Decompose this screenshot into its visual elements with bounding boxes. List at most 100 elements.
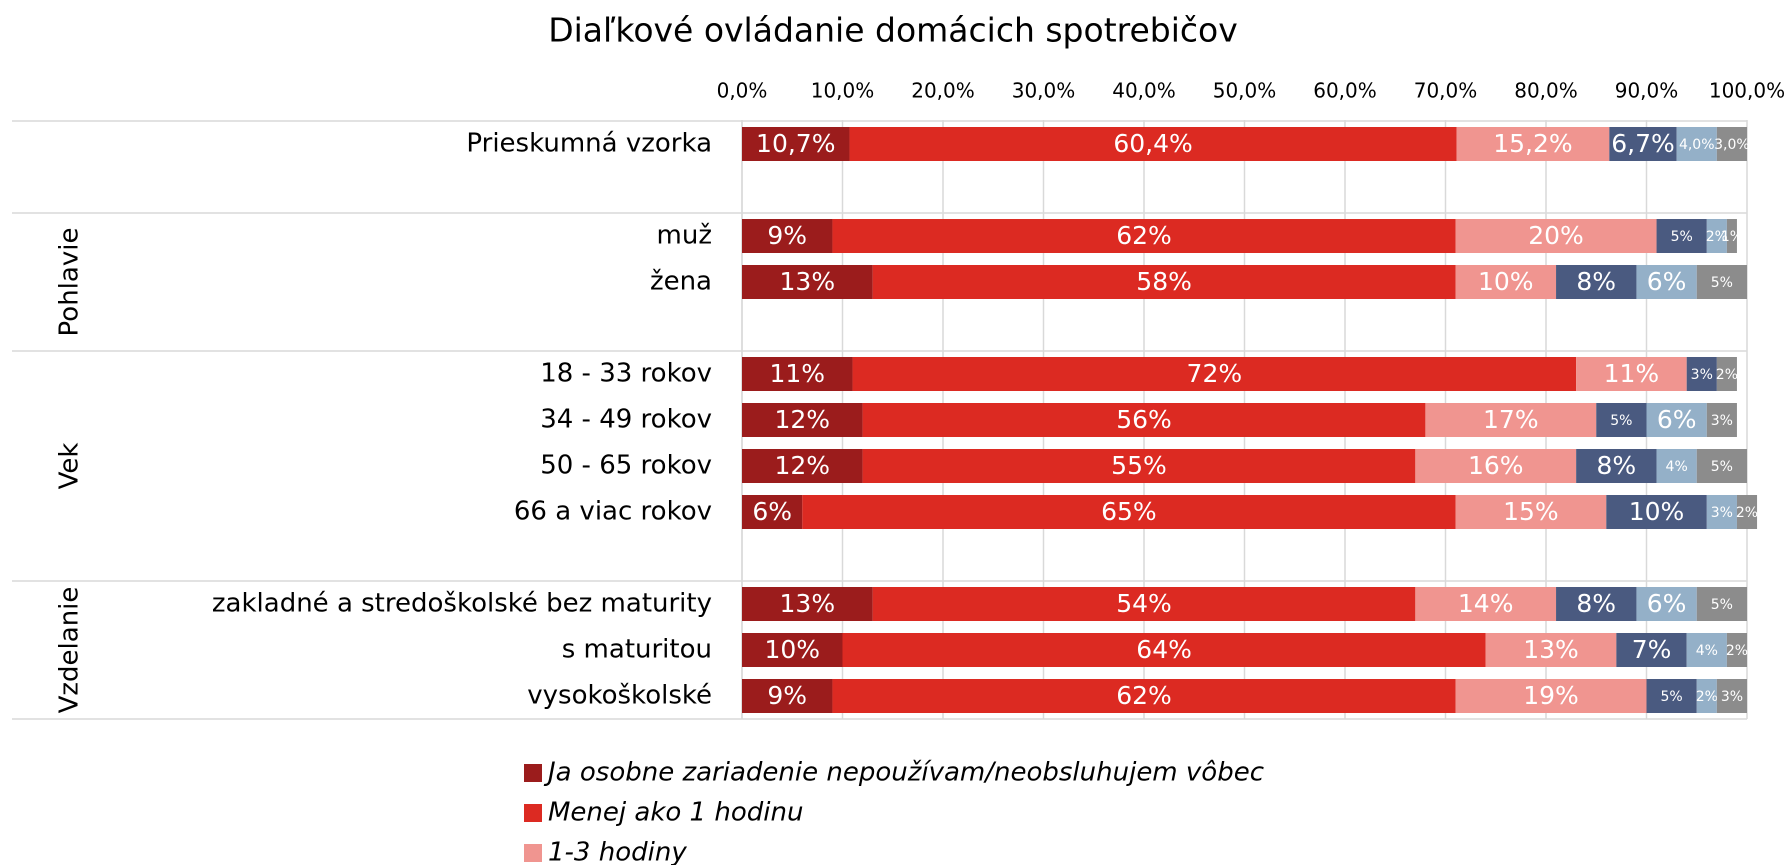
bar-segment (742, 495, 803, 529)
bar-segment (1556, 587, 1637, 621)
bar-segment (1676, 127, 1717, 161)
bar-segment (1456, 127, 1610, 161)
data-label: 2% (1716, 367, 1738, 383)
bar-segment (742, 679, 833, 713)
bar-segment (1596, 403, 1647, 437)
category-label: Prieskumná vzorka (466, 129, 712, 159)
category-label: 50 - 65 rokov (540, 451, 712, 481)
bar-segment (742, 219, 833, 253)
x-tick-label: 50,0% (1213, 79, 1277, 103)
category-label: 66 a viac rokov (514, 497, 712, 527)
data-label: 5% (1661, 689, 1683, 705)
bar-segment (742, 587, 873, 621)
data-label: 5% (1711, 459, 1733, 475)
bar-segment (862, 403, 1426, 437)
bar-segment (1609, 127, 1677, 161)
x-tick-label: 100,0% (1709, 79, 1785, 103)
data-label: 5% (1671, 229, 1693, 245)
data-label: 64% (1136, 635, 1192, 664)
data-label: 6% (1647, 267, 1687, 296)
bar-segment (1455, 219, 1657, 253)
bar-segment (742, 265, 873, 299)
data-label: 2% (1706, 229, 1728, 245)
bar-segment (842, 633, 1486, 667)
bar-segment (1696, 587, 1747, 621)
category-label: 34 - 49 rokov (540, 405, 712, 435)
data-label: 10% (1478, 267, 1534, 296)
data-label: 60,4% (1113, 129, 1192, 158)
data-label: 20% (1528, 221, 1584, 250)
data-label: 2% (1736, 505, 1758, 521)
data-label: 72% (1187, 359, 1243, 388)
bar-segment (1696, 265, 1747, 299)
data-label: 9% (767, 221, 807, 250)
group-label: Vzdelanie (55, 587, 85, 714)
data-label: 7% (1632, 635, 1672, 664)
data-label: 13% (780, 267, 836, 296)
data-label: 10,7% (756, 129, 835, 158)
legend-swatch (524, 844, 542, 862)
data-label: 14% (1458, 589, 1514, 618)
data-label: 4% (1666, 459, 1688, 475)
bar-segment (1616, 633, 1687, 667)
legend-label: Ja osobne zariadenie nepoužívam/neobsluh… (543, 758, 1264, 788)
legend-label: Menej ako 1 hodinu (548, 798, 803, 828)
data-label: 1% (1721, 229, 1743, 245)
data-label: 10% (764, 635, 820, 664)
bar-segment (1656, 219, 1707, 253)
bar-segment (742, 633, 843, 667)
data-label: 6% (1647, 589, 1687, 618)
data-label: 17% (1483, 405, 1539, 434)
category-label: žena (650, 267, 712, 297)
group-label: Vek (55, 443, 85, 490)
data-label: 8% (1576, 589, 1616, 618)
data-label: 3% (1711, 413, 1733, 429)
bar-segment (742, 403, 863, 437)
bar-segment (1455, 265, 1557, 299)
data-label: 65% (1101, 497, 1157, 526)
bar-segment (1686, 357, 1717, 391)
legend-swatch (524, 804, 542, 822)
bar-segment (1606, 495, 1707, 529)
bar-segment (1656, 449, 1697, 483)
data-label: 13% (1523, 635, 1579, 664)
bar-segment (852, 357, 1577, 391)
data-label: 16% (1468, 451, 1524, 480)
x-tick-label: 30,0% (1012, 79, 1076, 103)
bar-segment (1415, 587, 1557, 621)
bar-segment (1576, 357, 1687, 391)
data-label: 13% (780, 589, 836, 618)
x-tick-label: 70,0% (1414, 79, 1478, 103)
data-label: 4,0% (1679, 137, 1715, 153)
data-label: 2% (1696, 689, 1718, 705)
bar-segment (1455, 495, 1607, 529)
bar-segment (872, 587, 1416, 621)
x-tick-label: 10,0% (811, 79, 875, 103)
bar-segment (1646, 403, 1707, 437)
data-label: 5% (1711, 597, 1733, 613)
data-label: 10% (1629, 497, 1685, 526)
data-label: 9% (767, 681, 807, 710)
bar-segment (1736, 495, 1758, 529)
bar-segment (1706, 495, 1737, 529)
bar-segment (832, 219, 1456, 253)
bar-segment (849, 127, 1457, 161)
bar-segment (1706, 219, 1727, 253)
bar-segment (1696, 449, 1747, 483)
bar-segment (1696, 679, 1717, 713)
data-label: 5% (1711, 275, 1733, 291)
data-label: 11% (769, 359, 825, 388)
x-tick-label: 60,0% (1313, 79, 1377, 103)
x-tick-label: 40,0% (1112, 79, 1176, 103)
bar-segment (742, 449, 863, 483)
data-label: 6,7% (1611, 129, 1675, 158)
legend-swatch (524, 764, 542, 782)
data-label: 8% (1576, 267, 1616, 296)
bar-segment (742, 127, 850, 161)
bar-segment (1415, 449, 1577, 483)
bar-segment (1716, 127, 1747, 161)
bar-segment (832, 679, 1456, 713)
data-label: 62% (1116, 681, 1172, 710)
data-label: 3% (1711, 505, 1733, 521)
